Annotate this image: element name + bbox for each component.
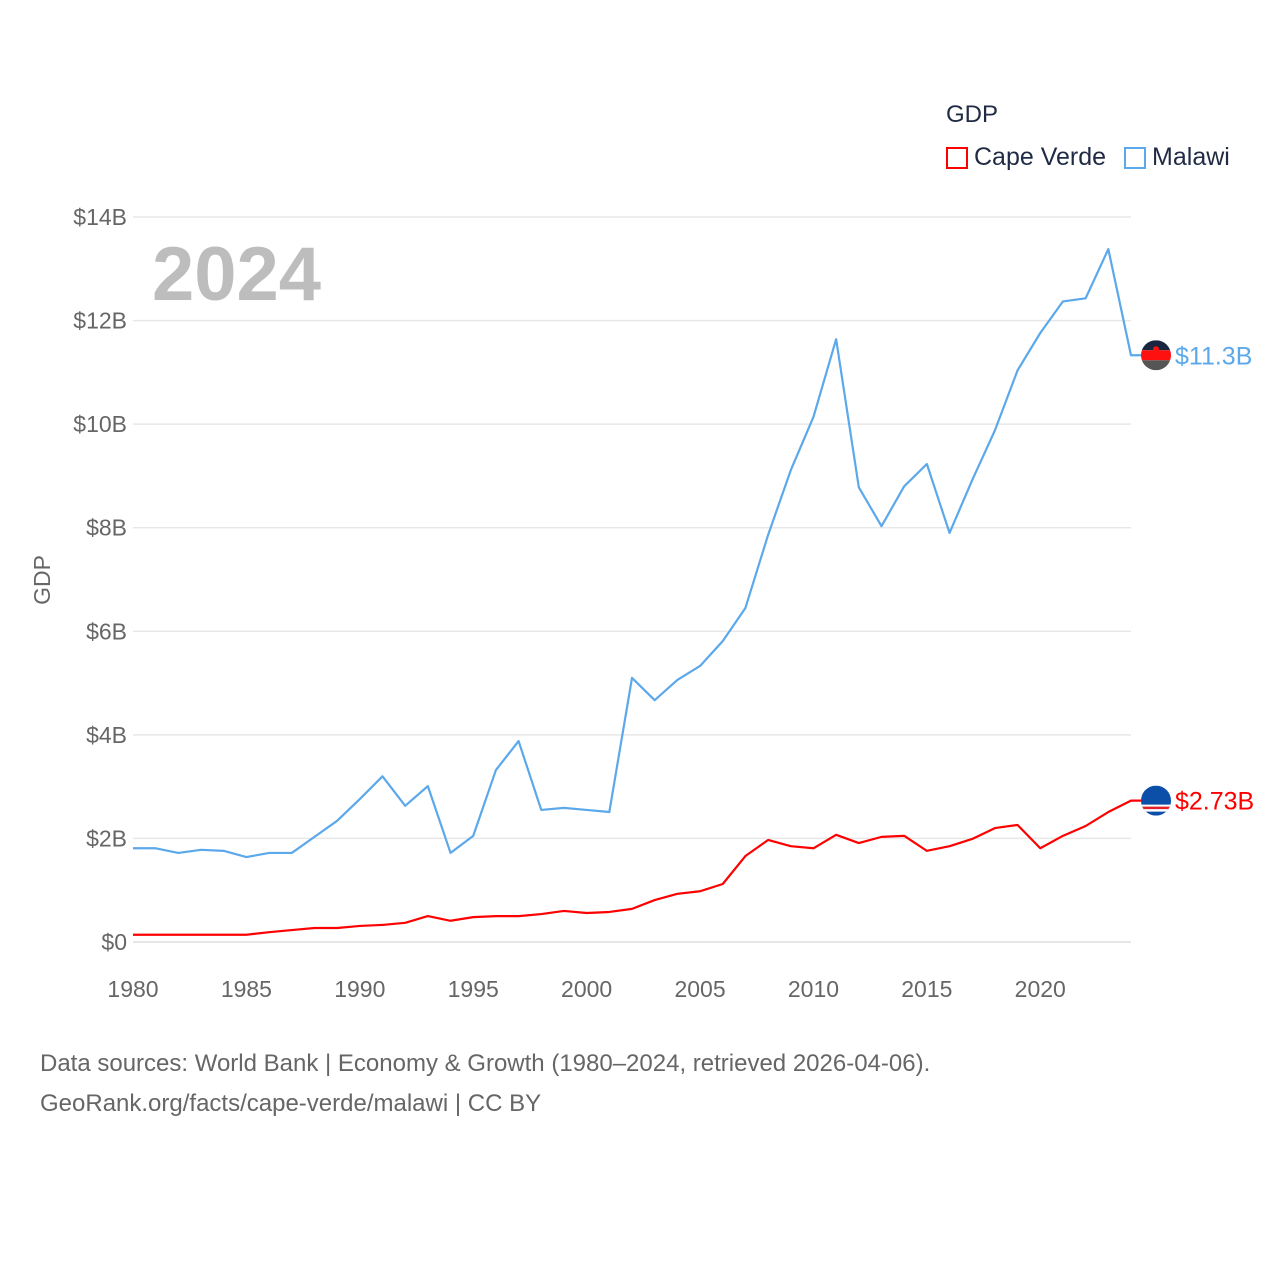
flag-body — [1141, 340, 1171, 371]
y-tick-label: $12B — [73, 308, 127, 334]
x-tick-label: 2010 — [788, 976, 839, 1002]
x-tick-label: 2020 — [1015, 976, 1066, 1002]
cape-verde-flag-icon — [1141, 785, 1171, 816]
legend-label: Cape Verde — [974, 143, 1107, 171]
x-axis-ticks: 1980 1985 1990 1995 2000 2005 2010 2015 2020 — [107, 976, 1065, 1002]
end-label-cape-verde: $2.73B — [1175, 788, 1254, 816]
y-axis-label: GDP — [29, 555, 55, 605]
malawi-flag-icon — [1141, 340, 1171, 371]
legend: Cape Verde Malawi — [946, 143, 1230, 172]
flag-stripe-green — [1141, 360, 1171, 371]
series-line-cape-verde — [133, 799, 1141, 936]
x-tick-label: 2005 — [674, 976, 725, 1002]
flag-body — [1141, 785, 1171, 816]
y-axis-ticks: $0 $2B $4B $6B $8B $10B $12B $14B — [73, 204, 127, 955]
legend-item-malawi[interactable]: Malawi — [1124, 143, 1230, 172]
x-tick-label: 2015 — [901, 976, 952, 1002]
series-lines: $2.73B $11.3B — [133, 248, 1254, 936]
x-tick-label: 1995 — [448, 976, 499, 1002]
legend-swatch-cape-verde — [946, 146, 968, 169]
grid — [133, 216, 1131, 943]
y-tick-label: $8B — [86, 515, 127, 541]
flag-stripe-red — [1141, 350, 1171, 361]
x-tick-label: 2000 — [561, 976, 612, 1002]
x-tick-label: 1980 — [107, 976, 158, 1002]
legend-label: Malawi — [1152, 143, 1230, 171]
footer: Data sources: World Bank | Economy & Gro… — [40, 1044, 930, 1124]
flag-sun — [1153, 346, 1159, 353]
watermark-year: 2024 — [152, 232, 321, 317]
legend-swatch-malawi — [1124, 146, 1147, 169]
y-tick-label: $2B — [86, 825, 127, 851]
series-line-malawi — [133, 248, 1141, 859]
flag-stripe-red — [1141, 806, 1171, 810]
y-tick-label: $6B — [86, 618, 127, 644]
end-label-malawi: $11.3B — [1175, 342, 1252, 370]
y-tick-label: $10B — [73, 411, 127, 437]
x-tick-label: 1985 — [221, 976, 272, 1002]
flag-stripe-black — [1141, 340, 1171, 351]
x-tick-label: 1990 — [334, 976, 385, 1002]
y-tick-label: $14B — [73, 204, 127, 230]
legend-item-cape-verde[interactable]: Cape Verde — [946, 143, 1106, 172]
y-tick-label: $4B — [86, 722, 127, 748]
legend-title: GDP — [946, 101, 999, 128]
data-sources: Data sources: World Bank | Economy & Gro… — [40, 1050, 931, 1077]
attribution: GeoRank.org/facts/cape-verde/malawi | CC… — [40, 1090, 542, 1117]
y-tick-label: $0 — [101, 929, 127, 955]
